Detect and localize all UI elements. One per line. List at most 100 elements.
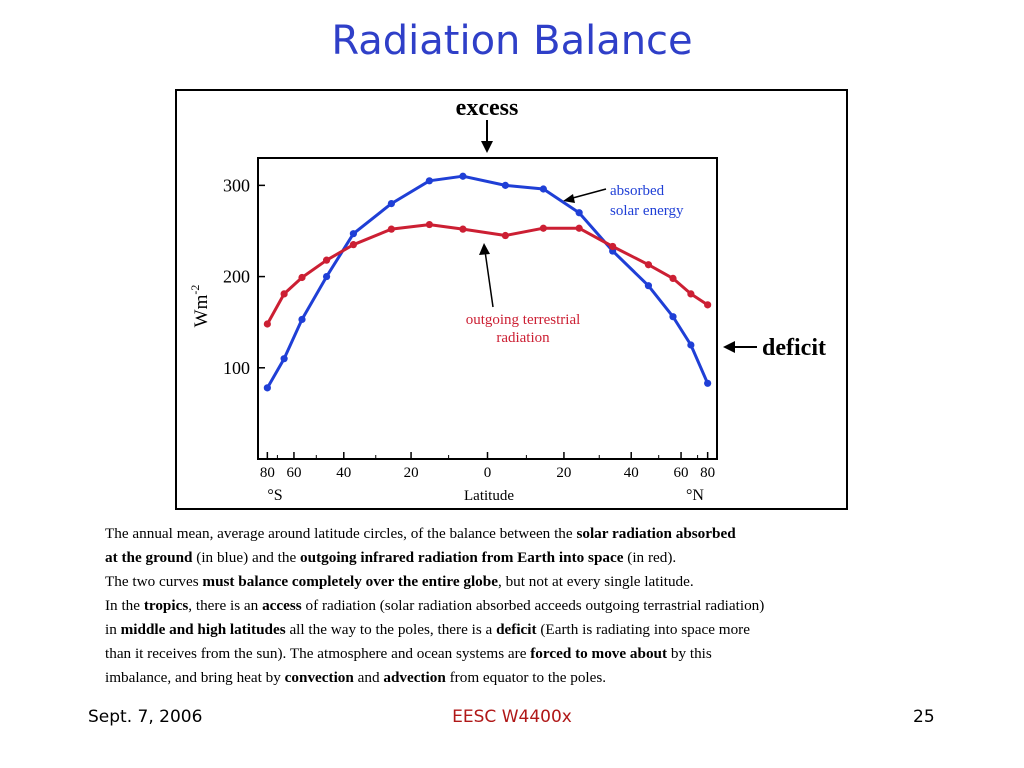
series-line-outgoing-terrestrial [266,223,709,325]
x-tick-label: 20 [404,465,419,481]
x-tick-label: 60 [286,465,301,481]
data-point-absorbed-solar [425,177,433,185]
caption-line: In the tropics, there is an access of ra… [105,594,1005,618]
caption-segment: (Earth is radiating into space more [536,621,750,638]
data-point-outgoing-terrestrial [280,290,288,298]
data-point-outgoing-terrestrial [387,225,395,233]
footer-page-number: 25 [913,707,935,727]
caption-segment: all the way to the poles, there is a [285,621,497,638]
outgoing-label-line2: radiation [496,330,550,346]
caption-bold-segment: deficit [496,621,537,638]
x-tick-label: 60 [674,465,689,481]
y-axis-label: Wm-2 [188,285,212,328]
absorbed-arrow [568,188,607,200]
data-point-outgoing-terrestrial [644,261,653,269]
caption-bold-segment: advection [383,669,446,686]
caption-segment: , there is an [188,597,263,614]
outgoing-arrowhead [479,243,490,255]
data-point-absorbed-solar [501,181,509,189]
data-point-outgoing-terrestrial [539,224,547,232]
caption-segment: from equator to the poles. [445,669,607,686]
data-point-absorbed-solar [669,313,677,321]
data-point-absorbed-solar [459,172,467,180]
absorbed-label-line1: absorbed [610,183,665,199]
data-point-absorbed-solar [349,230,357,238]
data-point-absorbed-solar [280,355,288,363]
x-tick-label: 40 [336,465,351,481]
caption-text: The annual mean, average around latitude… [105,522,1005,690]
footer-course: EESC W4400x [452,707,572,727]
data-point-outgoing-terrestrial [609,242,617,251]
excess-annotation: excess [456,95,519,121]
x-tick-label: 40 [624,465,639,481]
deficit-arrowhead [723,341,735,353]
caption-bold-segment: outgoing infrared radiation from Earth i… [300,549,624,566]
data-point-outgoing-terrestrial [349,241,357,249]
data-point-absorbed-solar [704,379,712,387]
excess-arrowhead [481,141,493,153]
caption-bold-segment: middle and high latitudes [120,621,286,638]
slide-title: Radiation Balance [331,18,693,64]
hemisphere-north-label: °N [686,487,704,504]
data-point-outgoing-terrestrial [322,256,331,264]
caption-bold-segment: at the ground [105,549,193,566]
data-point-absorbed-solar [263,384,271,392]
y-tick-label: 300 [223,175,250,195]
caption-line: at the ground (in blue) and the outgoing… [105,546,1005,570]
caption-line: The annual mean, average around latitude… [105,522,1005,546]
caption-bold-segment: access [262,597,302,614]
data-point-absorbed-solar [387,200,395,208]
caption-bold-segment: tropics [143,597,189,614]
caption-line: in middle and high latitudes all the way… [105,618,1005,642]
caption-bold-segment: forced to move about [530,645,668,662]
x-axis-label: Latitude [464,488,514,504]
data-point-absorbed-solar [644,282,653,290]
caption-segment: imbalance, and bring heat by [105,669,285,686]
hemisphere-south-label: °S [267,487,282,504]
deficit-annotation: deficit [762,335,826,361]
caption-segment: than it receives from the sun). The atmo… [105,645,531,662]
x-tick-label: 0 [484,465,492,481]
y-tick-label: 100 [223,358,250,378]
data-point-outgoing-terrestrial [687,290,695,298]
data-point-outgoing-terrestrial [459,225,467,233]
data-point-absorbed-solar [539,185,547,193]
caption-segment: (in red). [623,549,677,566]
figure-frame: 80 60 40 20 0 20 40 60 80 100 200 300 Latitude °S °… [175,89,848,510]
data-point-outgoing-terrestrial [704,301,712,309]
footer-date: Sept. 7, 2006 [88,707,203,727]
caption-bold-segment: convection [284,669,354,686]
caption-segment: in [105,621,121,638]
data-point-outgoing-terrestrial [501,231,509,240]
caption-segment: In the [105,597,144,614]
x-tick-label: 80 [700,465,715,481]
caption-segment: The annual mean, average around latitude… [105,525,577,542]
caption-segment: and [353,669,384,686]
outgoing-arrow [484,250,494,308]
caption-segment: (in blue) and the [192,549,301,566]
caption-segment: , but not at every single latitude. [497,573,694,590]
absorbed-arrowhead [563,194,575,203]
x-tick-label: 20 [556,465,571,481]
caption-segment: The two curves [105,573,203,590]
data-point-outgoing-terrestrial [669,274,677,282]
data-point-absorbed-solar [575,209,583,217]
data-point-absorbed-solar [298,315,306,324]
absorbed-label-line2: solar energy [610,203,684,219]
data-point-absorbed-solar [322,272,331,281]
caption-line: The two curves must balance completely o… [105,570,1005,594]
y-tick-label: 200 [223,267,250,287]
data-point-outgoing-terrestrial [263,320,271,328]
caption-segment: by this [667,645,712,662]
caption-line: than it receives from the sun). The atmo… [105,642,1005,666]
series-line-absorbed-solar [266,174,709,389]
caption-segment: of radiation (solar radiation absorbed a… [301,597,765,614]
data-point-outgoing-terrestrial [575,224,583,232]
caption-bold-segment: solar radiation absorbed [576,525,736,542]
caption-bold-segment: must balance completely over the entire … [202,573,498,590]
x-tick-label: 80 [260,465,275,481]
data-point-absorbed-solar [687,341,695,349]
outgoing-label-line1: outgoing terrestrial [466,312,581,328]
data-point-outgoing-terrestrial [425,220,433,229]
